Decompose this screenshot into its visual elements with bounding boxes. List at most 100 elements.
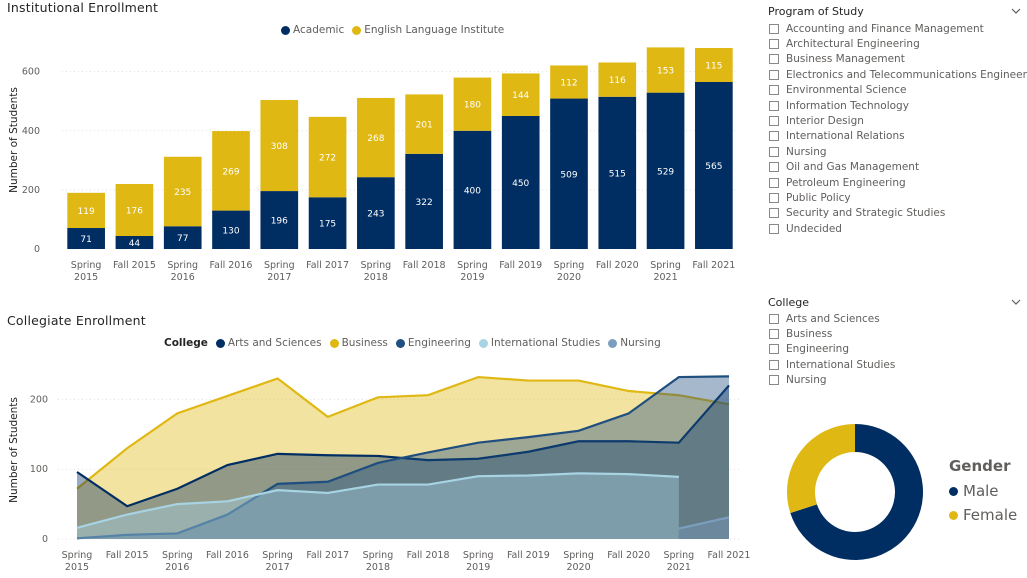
bar-segment-academic[interactable]: 175 xyxy=(308,197,347,249)
bar-segment-english-language-institute[interactable]: 180 xyxy=(453,77,492,131)
bar-segment-english-language-institute[interactable]: 176 xyxy=(115,183,154,236)
checkbox[interactable] xyxy=(769,39,779,50)
college-option-arts-and-sciences[interactable]: Arts and Sciences xyxy=(768,311,1022,326)
program-option-nursing[interactable]: Nursing xyxy=(768,144,1022,159)
checkbox[interactable] xyxy=(769,69,779,80)
bar-segment-academic[interactable]: 565 xyxy=(695,81,733,249)
bar[interactable] xyxy=(453,77,492,131)
bar[interactable] xyxy=(163,226,202,249)
bar[interactable] xyxy=(260,191,299,249)
bar-segment-academic[interactable]: 515 xyxy=(598,96,637,249)
bar[interactable] xyxy=(598,62,637,97)
college-option-international-studies[interactable]: International Studies xyxy=(768,357,1022,372)
bar-segment-academic[interactable]: 44 xyxy=(115,235,154,249)
program-option-business-management[interactable]: Business Management xyxy=(768,52,1022,67)
program-option-electronics-and-telecommunications-engineering[interactable]: Electronics and Telecommunications Engin… xyxy=(768,67,1027,82)
bar[interactable] xyxy=(453,130,492,249)
checkbox[interactable] xyxy=(769,100,779,111)
college-option-engineering[interactable]: Engineering xyxy=(768,342,1022,357)
bar-segment-english-language-institute[interactable]: 269 xyxy=(212,131,250,211)
bar[interactable] xyxy=(405,94,443,154)
bar[interactable] xyxy=(308,116,347,198)
donut-slice-male[interactable] xyxy=(790,424,923,560)
bar-segment-academic[interactable]: 130 xyxy=(212,210,250,249)
bar-segment-academic[interactable]: 77 xyxy=(163,226,202,249)
program-option-public-policy[interactable]: Public Policy xyxy=(768,190,1022,205)
bar[interactable] xyxy=(67,228,105,249)
checkbox[interactable] xyxy=(769,329,779,340)
collegiate-legend-arts-and-sciences[interactable]: Arts and Sciences xyxy=(215,337,322,349)
checkbox[interactable] xyxy=(769,116,779,127)
checkbox[interactable] xyxy=(769,313,779,324)
checkbox[interactable] xyxy=(769,344,779,355)
program-option-interior-design[interactable]: Interior Design xyxy=(768,113,1022,128)
bar[interactable] xyxy=(646,92,685,250)
area-series-international-studies[interactable] xyxy=(76,472,679,539)
bar-segment-academic[interactable]: 529 xyxy=(646,92,685,250)
bar-segment-english-language-institute[interactable]: 144 xyxy=(501,73,540,116)
bar[interactable] xyxy=(550,98,588,249)
collegiate-legend-international-studies[interactable]: International Studies xyxy=(478,337,600,349)
chevron-down-icon[interactable] xyxy=(1010,296,1022,308)
bar-segment-academic[interactable]: 243 xyxy=(357,177,395,249)
program-option-oil-and-gas-management[interactable]: Oil and Gas Management xyxy=(768,160,1022,175)
bar-segment-english-language-institute[interactable]: 201 xyxy=(405,94,443,154)
bar[interactable] xyxy=(67,192,105,229)
bar[interactable] xyxy=(501,73,540,116)
institutional-legend-english-language-institute[interactable]: English Language Institute xyxy=(352,24,504,36)
checkbox[interactable] xyxy=(769,223,779,234)
gender-legend-male[interactable]: Male xyxy=(949,479,1017,503)
donut-slice-female[interactable] xyxy=(787,424,855,514)
bar-segment-english-language-institute[interactable]: 153 xyxy=(646,47,685,93)
bar-segment-academic[interactable]: 400 xyxy=(453,130,492,249)
bar-segment-academic[interactable]: 450 xyxy=(501,115,540,249)
bar-segment-academic[interactable]: 322 xyxy=(405,153,443,249)
bar-segment-english-language-institute[interactable]: 115 xyxy=(695,48,733,82)
program-option-undecided[interactable]: Undecided xyxy=(768,221,1022,236)
bar-segment-english-language-institute[interactable]: 119 xyxy=(67,192,105,229)
bar-segment-english-language-institute[interactable]: 116 xyxy=(598,62,637,97)
checkbox[interactable] xyxy=(769,85,779,96)
bar[interactable] xyxy=(308,197,347,249)
program-option-information-technology[interactable]: Information Technology xyxy=(768,98,1022,113)
gender-legend-female[interactable]: Female xyxy=(949,503,1017,527)
collegiate-legend-nursing[interactable]: Nursing xyxy=(608,337,661,349)
bar[interactable] xyxy=(598,96,637,249)
bar-segment-english-language-institute[interactable]: 272 xyxy=(308,116,347,198)
college-option-nursing[interactable]: Nursing xyxy=(768,373,1022,388)
program-option-accounting-and-finance-management[interactable]: Accounting and Finance Management xyxy=(768,21,1022,36)
program-option-international-relations[interactable]: International Relations xyxy=(768,129,1022,144)
checkbox[interactable] xyxy=(769,146,779,157)
area-series-nursing[interactable] xyxy=(678,516,730,539)
bar[interactable] xyxy=(212,210,250,249)
bar-segment-academic[interactable]: 71 xyxy=(67,228,105,249)
bar[interactable] xyxy=(501,115,540,249)
checkbox[interactable] xyxy=(769,359,779,370)
bar[interactable] xyxy=(695,48,733,82)
program-option-petroleum-engineering[interactable]: Petroleum Engineering xyxy=(768,175,1022,190)
checkbox[interactable] xyxy=(769,131,779,142)
bar-segment-english-language-institute[interactable]: 268 xyxy=(357,97,395,178)
program-option-environmental-science[interactable]: Environmental Science xyxy=(768,83,1022,98)
program-slicer-header[interactable]: Program of Study xyxy=(768,3,1022,19)
program-option-security-and-strategic-studies[interactable]: Security and Strategic Studies xyxy=(768,206,1022,221)
collegiate-legend-business[interactable]: Business xyxy=(329,337,388,349)
bar-segment-academic[interactable]: 196 xyxy=(260,191,299,249)
bar[interactable] xyxy=(115,235,154,249)
bar[interactable] xyxy=(357,97,395,178)
area-series-engineering[interactable] xyxy=(76,375,730,540)
program-of-study-slicer[interactable]: Program of Study Accounting and Finance … xyxy=(768,3,1027,236)
bar-segment-academic[interactable]: 509 xyxy=(550,98,588,249)
college-option-business[interactable]: Business xyxy=(768,326,1022,341)
bar-segment-english-language-institute[interactable]: 235 xyxy=(163,156,202,227)
checkbox[interactable] xyxy=(769,375,779,386)
bar[interactable] xyxy=(405,153,443,249)
checkbox[interactable] xyxy=(769,177,779,188)
college-slicer-header[interactable]: College xyxy=(768,294,1022,310)
bar-segment-english-language-institute[interactable]: 112 xyxy=(550,65,588,99)
bar[interactable] xyxy=(163,156,202,227)
institutional-legend-academic[interactable]: Academic xyxy=(281,24,344,36)
college-slicer[interactable]: College Arts and Sciences Business Enginee… xyxy=(768,294,1022,388)
bar[interactable] xyxy=(695,81,733,249)
checkbox[interactable] xyxy=(769,192,779,203)
